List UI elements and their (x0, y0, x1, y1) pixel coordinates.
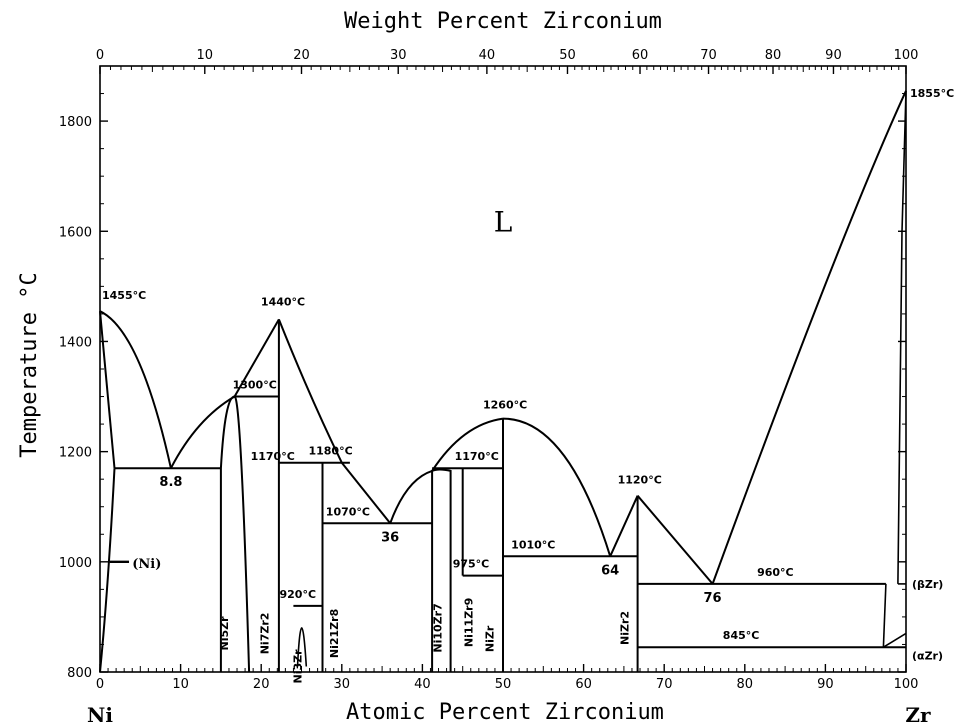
alpha-zr-label: (αZr) (912, 649, 943, 662)
bzr-boundary (882, 583, 887, 648)
temperature-label: 1180°C (308, 445, 352, 458)
x-top-tick-label: 90 (825, 48, 842, 63)
x-tick-label: 100 (894, 677, 919, 692)
y-tick-label: 1600 (59, 225, 92, 240)
x-top-tick-label: 20 (293, 48, 310, 63)
eutectic-composition-label: 36 (381, 530, 399, 545)
x-tick-label: 60 (575, 677, 592, 692)
temperature-label: 1070°C (326, 505, 370, 518)
compound-label: Ni21Zr8 (328, 609, 341, 658)
ni-solidus (99, 311, 116, 469)
x-tick-label: 80 (737, 677, 754, 692)
compound-label: Ni3Zr (292, 649, 305, 684)
compound-label: Ni10Zr7 (432, 603, 445, 652)
temperature-label: 845°C (723, 629, 760, 642)
ni-solvus (99, 468, 116, 673)
temperature-label: 1300°C (233, 379, 277, 392)
x-tick-label: 70 (656, 677, 673, 692)
eutectic-composition-label: 76 (704, 591, 722, 606)
liquidus-curve (277, 319, 343, 464)
azr-boundary (882, 632, 907, 648)
y-tick-label: 800 (67, 666, 92, 681)
liquidus-curve (711, 90, 907, 585)
liquidus-curve (636, 495, 714, 585)
y-tick-label: 1400 (59, 335, 92, 350)
x-top-tick-label: 70 (700, 48, 717, 63)
y-tick-label: 1000 (59, 556, 92, 571)
top-axis-title: Weight Percent Zirconium (344, 9, 662, 34)
liquidus-curve (431, 417, 504, 472)
temperature-label: 1455°C (102, 289, 146, 302)
compound-label: Ni11Zr9 (462, 598, 475, 647)
x-top-tick-label: 60 (632, 48, 649, 63)
eutectic-composition-label: 8.8 (159, 475, 182, 490)
bottom-axis-title: Atomic Percent Zirconium (346, 700, 664, 724)
x-tick-label: 50 (495, 677, 512, 692)
liquidus-curve (99, 310, 172, 469)
ni10zr7-phase-boundary (431, 468, 452, 672)
x-tick-label: 0 (96, 677, 104, 692)
x-tick-label: 10 (172, 677, 189, 692)
temperature-label: 1440°C (261, 295, 305, 308)
x-top-tick-label: 40 (479, 48, 496, 63)
temperature-label: 960°C (757, 566, 794, 579)
temperature-label: 1170°C (455, 450, 499, 463)
temperature-label: 1010°C (511, 538, 555, 551)
liquidus-curve (233, 318, 280, 397)
x-top-tick-label: 50 (559, 48, 576, 63)
ni5zr-phase-boundary (219, 395, 251, 673)
temperature-label: 1855°C (910, 87, 954, 100)
liquidus-curve (502, 417, 612, 557)
eutectic-composition-label: 64 (601, 563, 619, 578)
x-top-tick-label: 30 (390, 48, 407, 63)
compound-label: NiZr2 (619, 611, 632, 645)
x-top-tick-label: 0 (96, 48, 104, 63)
x-tick-label: 30 (334, 677, 351, 692)
compound-label: Ni7Zr2 (258, 613, 271, 655)
y-tick-label: 1200 (59, 446, 92, 461)
x-tick-label: 20 (253, 677, 270, 692)
ni3zr-dome (296, 627, 308, 667)
x-tick-label: 90 (817, 677, 834, 692)
left-element-label: Ni (87, 703, 113, 724)
x-top-tick-label: 100 (894, 48, 919, 63)
liquidus-curve (389, 469, 433, 524)
ni-solid-solution-label: (Ni) (132, 557, 161, 572)
temperature-label: 1260°C (483, 399, 527, 412)
temperature-label: 1120°C (618, 474, 662, 487)
compound-label: Ni5Zr (218, 616, 231, 651)
compound-label: NiZr (483, 625, 496, 652)
liquid-region-label: L (494, 205, 513, 238)
x-top-tick-label: 80 (765, 48, 782, 63)
beta-zr-label: (βZr) (912, 578, 943, 591)
temperature-label: 920°C (280, 588, 317, 601)
temperature-label: 975°C (453, 558, 490, 571)
x-top-tick-label: 10 (197, 48, 214, 63)
y-tick-label: 1800 (59, 115, 92, 130)
temperature-label: 1170°C (251, 450, 295, 463)
right-element-label: Zr (905, 703, 931, 724)
liquidus-curve (170, 395, 236, 469)
liquidus-curve (609, 495, 639, 557)
zr-solidus (897, 90, 907, 584)
liquidus-curve (341, 462, 391, 524)
x-tick-label: 40 (414, 677, 431, 692)
y-axis-title: Temperature °C (17, 272, 42, 457)
